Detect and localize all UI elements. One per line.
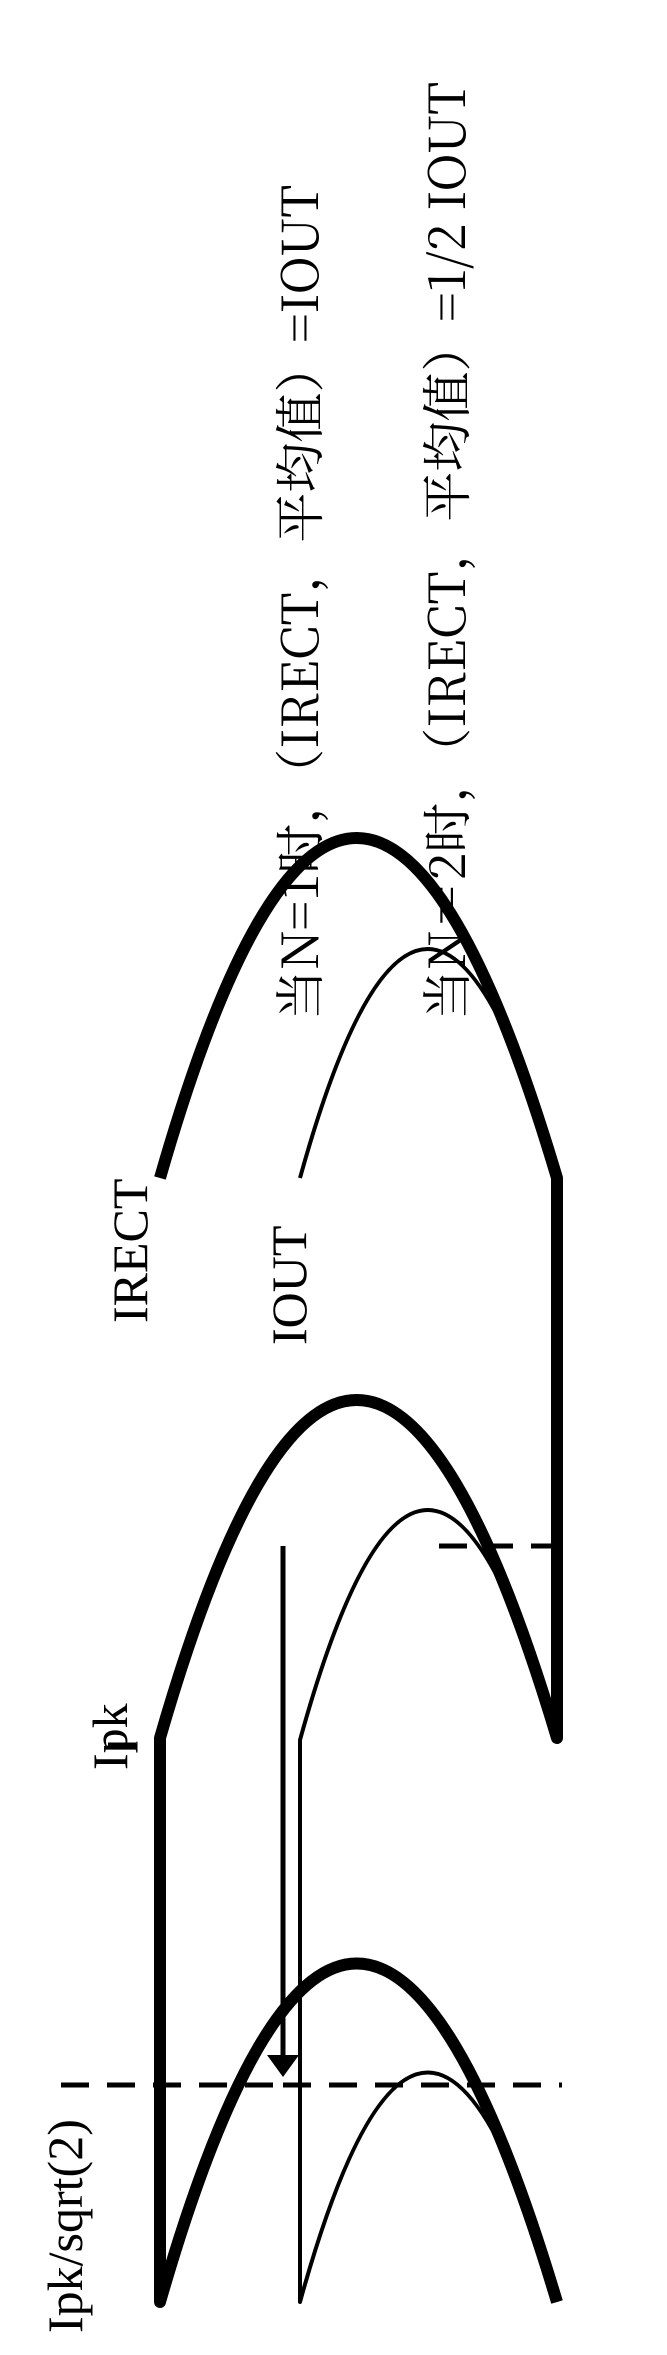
label-ipk-sqrt2: Ipk/sqrt(2) bbox=[38, 2119, 93, 2333]
irect-curve-thin bbox=[300, 949, 557, 2302]
diagram-root: Ipk Ipk/sqrt(2) IRECT IOUT 当N=1时，（IRECT，… bbox=[0, 0, 667, 2355]
label-irect: IRECT bbox=[103, 1179, 158, 1323]
label-ipk: Ipk bbox=[83, 1703, 138, 1770]
label-n1: 当N=1时，（IRECT，平均值）=IOUT bbox=[270, 185, 325, 1020]
label-n2: 当N＝2时，（IRECT，平均值）=1/2 IOUT bbox=[417, 82, 472, 1020]
label-iout: IOUT bbox=[262, 1226, 317, 1345]
irect-curve-thick bbox=[160, 838, 557, 2302]
diagram-svg bbox=[0, 0, 667, 2355]
